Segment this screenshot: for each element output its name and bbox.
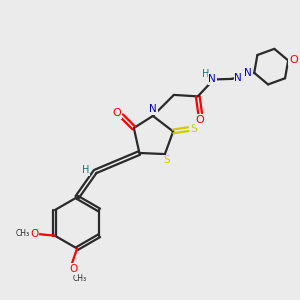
Text: S: S [190,124,198,134]
Text: H: H [202,69,209,79]
Text: O: O [69,264,77,274]
Text: N: N [244,68,252,78]
Text: O: O [196,115,205,125]
Text: N: N [208,74,216,84]
Text: H: H [82,165,89,175]
Text: CH₃: CH₃ [73,274,87,283]
Text: O: O [30,229,38,239]
Text: O: O [112,108,121,118]
Text: O: O [289,55,298,65]
Text: N: N [234,73,242,83]
Text: S: S [163,155,170,166]
Text: CH₃: CH₃ [16,229,30,238]
Text: N: N [149,104,157,115]
